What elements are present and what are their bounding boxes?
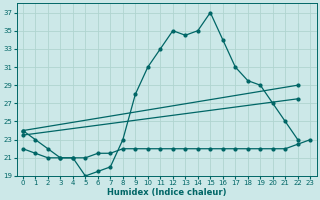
X-axis label: Humidex (Indice chaleur): Humidex (Indice chaleur) bbox=[107, 188, 226, 197]
